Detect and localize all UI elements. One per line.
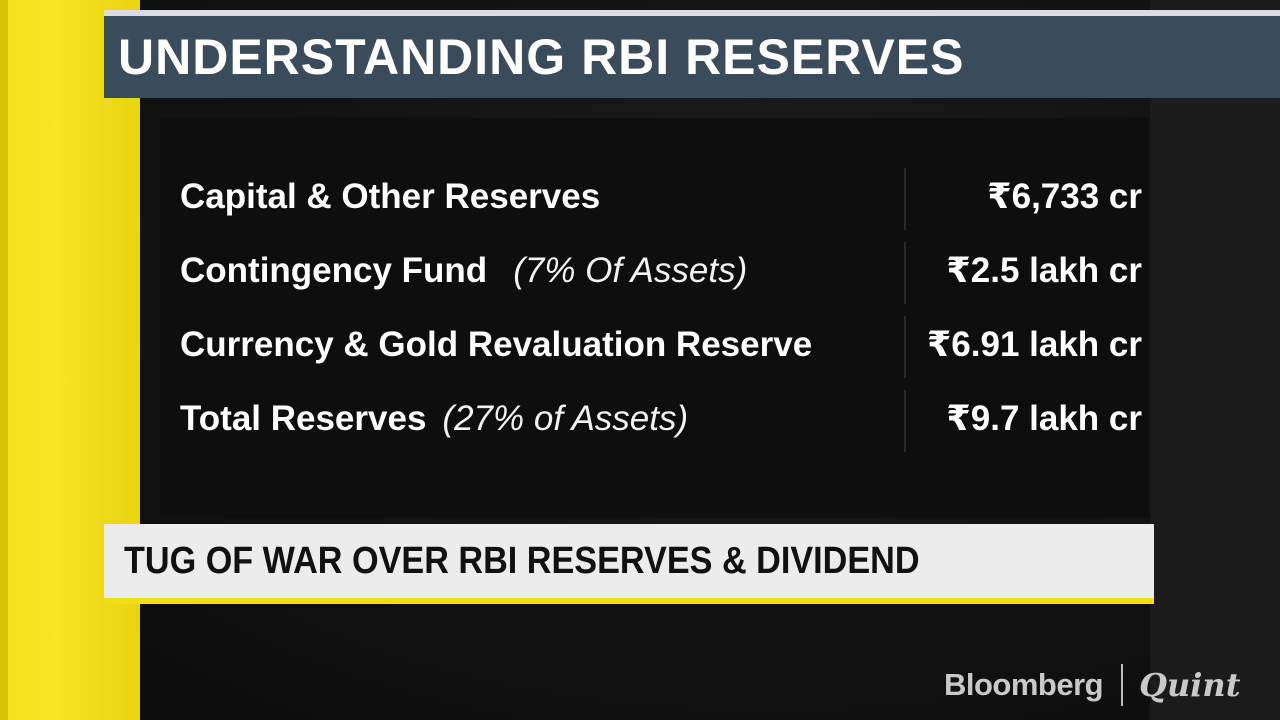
table-row: Contingency Fund (7% Of Assets) ₹2.5 lak… <box>180 240 1142 302</box>
reserves-table <box>160 118 1150 518</box>
row-label: Contingency Fund <box>180 251 488 290</box>
row-note: (7% Of Assets) <box>513 251 748 290</box>
column-divider <box>904 390 906 452</box>
yellow-bar-edge <box>0 0 8 720</box>
column-divider <box>904 242 906 304</box>
column-divider <box>904 168 906 230</box>
row-note: (27% of Assets) <box>442 399 689 438</box>
row-label: Capital & Other Reserves <box>180 177 601 216</box>
column-divider <box>904 316 906 378</box>
logo-partner: Quint <box>1139 666 1241 704</box>
title-top-rule <box>104 10 1280 16</box>
news-ticker: TUG OF WAR OVER RBI RESERVES & DIVIDEND <box>104 524 1154 598</box>
row-value: ₹6,733 cr <box>987 177 1142 216</box>
page-title: UNDERSTANDING RBI RESERVES <box>118 29 965 85</box>
row-value: ₹6.91 lakh cr <box>926 325 1142 364</box>
ticker-accent-line <box>104 598 1154 604</box>
table-row: Currency & Gold Revaluation Reserve ₹6.9… <box>180 314 1142 376</box>
row-value: ₹9.7 lakh cr <box>946 399 1142 438</box>
row-label: Total Reserves <box>180 399 427 438</box>
row-label: Currency & Gold Revaluation Reserve <box>180 325 813 364</box>
title-bar: UNDERSTANDING RBI RESERVES <box>104 16 1280 98</box>
row-value: ₹2.5 lakh cr <box>946 251 1142 290</box>
logo-brand: Bloomberg <box>944 667 1104 702</box>
background-panel-right <box>1150 0 1280 720</box>
logo-separator <box>1121 664 1124 706</box>
table-row: Capital & Other Reserves ₹6,733 cr <box>180 166 1142 228</box>
ticker-headline: TUG OF WAR OVER RBI RESERVES & DIVIDEND <box>124 539 920 582</box>
table-row: Total Reserves (27% of Assets) ₹9.7 lakh… <box>180 388 1142 450</box>
channel-logo: Bloomberg Quint <box>944 660 1240 710</box>
yellow-accent-bar <box>0 0 140 720</box>
